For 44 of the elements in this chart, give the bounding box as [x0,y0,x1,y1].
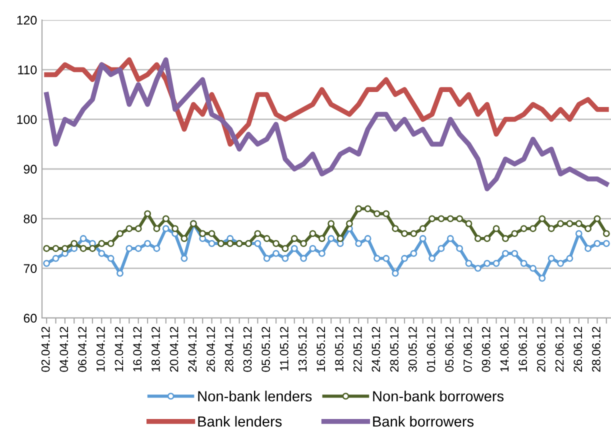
x-tick-label: 04.04.12 [60,326,68,372]
x-tick-label: 24.05.12 [372,326,380,372]
x-tick-label: 01.06.12 [426,326,436,372]
x-tick-label: 03.05.12 [243,326,252,372]
x-tick-label: 20.06.12 [536,326,546,372]
y-tick-label: 90 [24,164,37,174]
x-tick-label: 16.04.12 [133,326,142,372]
y-tick-label: 120 [17,16,37,25]
legend-label: Non-bank borrowers [373,390,504,402]
x-tick-label: 24.04.12 [188,326,197,372]
x-tick-label: 28.04.12 [224,326,234,372]
x-tick-label: 16.05.12 [316,326,326,372]
legend-label: Non-bank lenders [198,390,312,402]
y-tick-label: 100 [17,115,37,124]
x-tick-label: 13.05.12 [298,326,307,372]
x-tick-label: 26.04.12 [206,326,215,372]
y-tick-label: 80 [24,214,37,224]
x-tick-label: 05.05.12 [262,326,270,372]
x-tick-label: 30.05.12 [408,326,417,372]
x-tick-label: 10.04.12 [96,326,105,372]
x-tick-label: 18.05.12 [335,326,344,372]
x-tick-label: 05.06.12 [445,326,454,372]
line-series [44,57,609,147]
legend-label: Bank borrowers [373,416,474,427]
line-series [44,57,609,192]
legend-label: Bank lenders [198,416,282,427]
x-tick-label: 28.05.12 [390,326,398,372]
x-tick-label: 16.06.12 [518,326,527,372]
x-tick-label: 26.06.12 [574,326,582,372]
x-tick-label: 22.05.12 [353,326,362,372]
x-tick-label: 20.04.12 [170,326,178,372]
y-tick-label: 110 [18,65,37,74]
x-tick-label: 12.04.12 [114,326,124,372]
x-tick-label: 18.04.12 [152,326,160,372]
x-tick-label: 07.06.12 [464,326,472,372]
x-tick-label: 02.04.12 [41,326,50,372]
x-tick-label: 22.06.12 [555,326,564,372]
x-tick-label: 28.06.12 [592,326,600,372]
x-tick-label: 09.06.12 [482,326,490,372]
y-tick-label: 60 [24,314,37,323]
x-tick-label: 11.05.12 [280,326,288,371]
x-tick-label: 06.04.12 [78,326,86,372]
x-tick-label: 14.06.12 [500,326,509,372]
y-tick-label: 70 [24,264,37,273]
